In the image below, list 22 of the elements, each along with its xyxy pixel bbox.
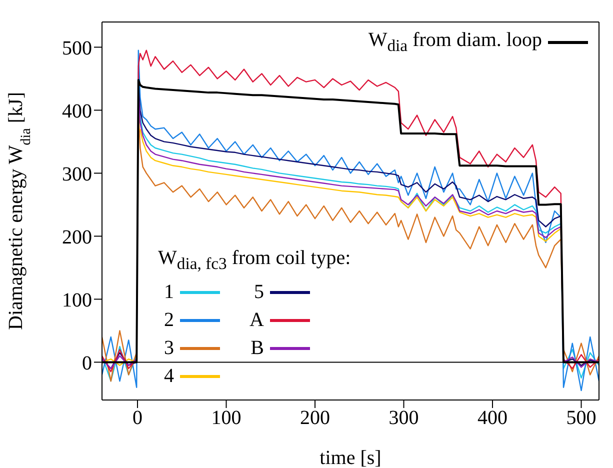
x-tick-label: 300 (388, 407, 419, 430)
y-tick-label: 200 (62, 226, 92, 248)
legend-label: 2 (163, 308, 174, 333)
legend-title: W$_{dia, fc3}$ from coil type: (158, 246, 351, 275)
x-tick-label: 400 (478, 407, 508, 430)
legend-label: 5 (253, 280, 264, 305)
y-tick-label: 300 (62, 163, 92, 186)
x-axis-title: time [s] (320, 447, 382, 468)
y-tick-label: 400 (62, 100, 92, 122)
x-tick-label: 200 (300, 407, 330, 430)
legend-label: W$_{dia}$ from diam. loop (368, 29, 542, 56)
legend-label: A (248, 308, 264, 333)
y-tick-label: 100 (62, 289, 92, 312)
x-tick-label: 0 (132, 407, 142, 430)
y-tick-label: 500 (62, 37, 92, 60)
legend-label: 1 (163, 280, 174, 305)
y-tick-label: 0 (82, 352, 92, 374)
legend-label: 3 (163, 336, 174, 361)
legend-label: 4 (163, 364, 174, 389)
x-tick-label: 500 (566, 407, 596, 430)
x-tick-label: 100 (211, 407, 242, 430)
legend-label: B (250, 336, 264, 361)
